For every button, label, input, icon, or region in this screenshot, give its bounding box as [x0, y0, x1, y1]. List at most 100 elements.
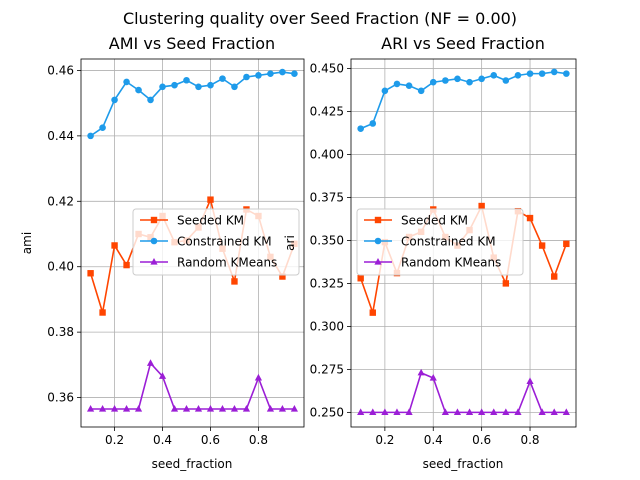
data-point	[242, 405, 251, 412]
y-tick-label: 0.44	[47, 129, 74, 143]
data-point	[381, 87, 389, 95]
series-line	[90, 71, 295, 137]
data-point	[381, 408, 389, 415]
data-point	[453, 408, 462, 415]
data-point	[182, 405, 191, 412]
data-point	[526, 214, 534, 222]
data-point	[135, 86, 142, 94]
data-point	[369, 309, 376, 316]
ami-chart-panel: AMI vs Seed Fraction seed_fraction ami 0…	[20, 34, 305, 471]
series-ami-2	[86, 359, 299, 412]
data-point	[417, 368, 425, 376]
data-point	[478, 408, 486, 415]
data-point	[526, 70, 534, 77]
data-point	[231, 83, 238, 91]
data-point	[219, 75, 226, 82]
data-point	[429, 373, 437, 381]
data-point	[278, 405, 287, 412]
legend-label: Random KMeans	[177, 256, 277, 270]
data-point	[478, 75, 485, 83]
data-point	[87, 132, 94, 140]
data-point	[86, 405, 95, 412]
data-point	[551, 273, 558, 280]
x-tick-label: 0.8	[249, 433, 268, 447]
y-tick-label: 0.38	[47, 325, 74, 339]
series-ami-1	[87, 68, 298, 140]
data-point	[563, 70, 570, 77]
y-tick-label: 0.350	[310, 233, 344, 247]
data-point	[405, 408, 413, 415]
x-tick-label: 0.6	[472, 433, 491, 447]
x-tick-label: 0.2	[375, 433, 394, 447]
y-tick-label: 0.300	[310, 319, 344, 333]
legend-marker	[150, 216, 158, 224]
data-point	[369, 120, 377, 127]
y-tick-label: 0.425	[310, 104, 344, 118]
y-tick-label: 0.40	[47, 260, 74, 274]
x-tick-label: 0.6	[201, 433, 220, 447]
data-point	[357, 275, 364, 282]
data-point	[502, 408, 510, 415]
chart-title-ami: AMI vs Seed Fraction	[109, 34, 275, 53]
data-point	[538, 408, 546, 415]
data-point	[393, 408, 401, 415]
series-line	[90, 361, 295, 410]
data-point	[562, 408, 570, 415]
data-point	[563, 240, 570, 248]
data-point	[218, 405, 227, 412]
legend-label: Random KMeans	[401, 256, 501, 270]
data-point	[279, 68, 286, 76]
data-point	[99, 124, 106, 131]
series-ari-2	[357, 368, 570, 415]
y-tick-label: 0.42	[47, 194, 74, 208]
x-tick-label: 0.8	[520, 433, 539, 447]
data-point	[122, 405, 131, 412]
data-point	[538, 70, 546, 77]
data-point	[267, 70, 274, 78]
legend-label: Seeded KM	[401, 214, 468, 228]
data-point	[183, 76, 190, 84]
x-tick-label: 0.4	[153, 433, 172, 447]
y-tick-label: 0.275	[310, 362, 344, 376]
legend-marker	[374, 237, 382, 245]
legend-marker	[150, 237, 158, 245]
y-tick-label: 0.450	[310, 61, 344, 75]
data-point	[442, 77, 449, 84]
x-axis-label-ami: seed_fraction	[152, 457, 233, 471]
data-point	[123, 78, 130, 86]
y-tick-label: 0.400	[310, 147, 344, 161]
data-point	[466, 78, 473, 86]
data-point	[490, 408, 498, 415]
legend-box	[132, 208, 300, 276]
data-point	[243, 73, 250, 81]
data-point	[254, 373, 263, 381]
data-point	[111, 242, 118, 249]
data-point	[526, 377, 534, 385]
data-point	[538, 242, 546, 249]
y-tick-label: 0.375	[310, 190, 344, 204]
data-point	[550, 408, 558, 415]
figure-title: Clustering quality over Seed Fraction (N…	[123, 9, 517, 28]
data-point	[357, 408, 365, 415]
y-axis-label-ari: ari	[283, 235, 297, 251]
data-point	[207, 196, 214, 203]
data-point	[417, 87, 425, 95]
data-point	[159, 83, 166, 91]
data-point	[514, 408, 522, 415]
y-tick-label: 0.250	[310, 405, 344, 419]
plot-frame	[350, 58, 577, 428]
data-point	[111, 96, 118, 104]
series-ari-1	[357, 68, 570, 132]
data-point	[405, 82, 413, 89]
ari-chart-panel: ARI vs Seed Fraction seed_fraction ari 0…	[283, 34, 577, 471]
data-point	[194, 405, 203, 412]
legend-marker	[150, 258, 158, 265]
y-axis-label-ami: ami	[20, 232, 34, 254]
data-point	[502, 77, 510, 84]
data-point	[502, 280, 510, 287]
data-point	[478, 202, 485, 210]
data-point	[490, 72, 498, 79]
data-point	[290, 405, 299, 412]
data-point	[134, 405, 143, 412]
